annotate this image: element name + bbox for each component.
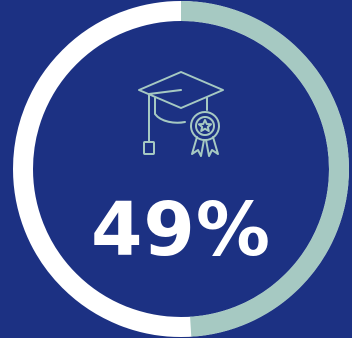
percentage-value: 49% [90, 187, 272, 273]
graduation-cap-award-icon [138, 71, 224, 157]
progress-ring-fill [13, 1, 349, 337]
